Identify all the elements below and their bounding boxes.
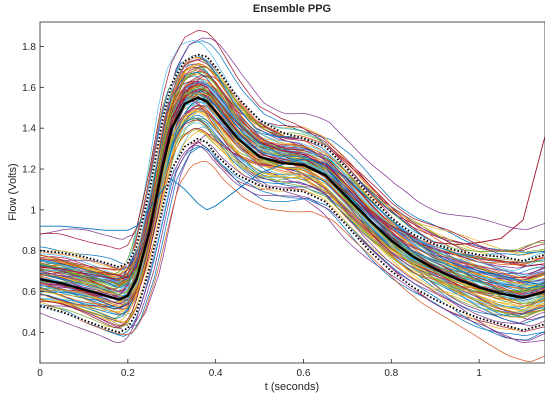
ppg-trace (40, 72, 545, 296)
y-axis-label: Flow (Volts) (7, 163, 19, 220)
x-tick-label: 0.4 (209, 368, 223, 379)
ppg-trace (40, 37, 545, 240)
y-tick-label: 0.8 (22, 246, 36, 257)
ppg-trace (40, 117, 545, 320)
ppg-trace (40, 117, 545, 329)
upper-dotted-band (40, 53, 545, 268)
ppg-trace (40, 92, 545, 304)
ppg-trace (40, 129, 545, 323)
chart-title: Ensemble PPG (253, 3, 331, 15)
ppg-trace (40, 71, 545, 293)
ppg-trace (40, 146, 545, 336)
ppg-trace (40, 85, 545, 293)
ppg-trace (40, 57, 545, 282)
outlier-trace (40, 158, 545, 286)
lower-dotted-band-halo (40, 137, 545, 334)
y-tick-label: 1.2 (22, 165, 36, 176)
y-tick-label: 0.4 (22, 328, 36, 339)
ppg-trace (40, 160, 545, 362)
ppg-trace (40, 101, 545, 324)
ppg-trace (40, 82, 545, 302)
y-tick-label: 0.6 (22, 287, 36, 298)
y-tick-label: 1.8 (22, 42, 36, 53)
ppg-trace (40, 55, 545, 283)
mean-curve (40, 96, 545, 301)
x-tick-label: 0.8 (384, 368, 398, 379)
x-tick-label: 0.6 (297, 368, 311, 379)
ppg-trace (40, 133, 545, 327)
outlier-trace (40, 82, 545, 280)
x-tick-label: 1 (476, 368, 482, 379)
y-tick-label: 1.4 (22, 124, 36, 135)
ppg-trace (40, 30, 545, 252)
ppg-trace (40, 92, 545, 280)
ppg-trace (40, 95, 545, 301)
plot-frame (39, 21, 545, 364)
summary-curves (40, 53, 545, 334)
x-axis-label: t (seconds) (265, 381, 319, 393)
ppg-trace (40, 145, 545, 341)
axes: 0 0.2 0.4 0.6 0.8 1 0.4 0.6 0.8 1 1.2 1.4 1.6 1.8 (22, 42, 482, 379)
ppg-trace (40, 75, 545, 278)
ppg-trace (40, 110, 545, 307)
ppg-trace (40, 119, 545, 314)
x-tick-label: 0 (37, 368, 43, 379)
y-tick-label: 1.6 (22, 83, 36, 94)
x-tick-label: 0.2 (121, 368, 135, 379)
y-tick-label: 1 (30, 205, 36, 216)
ppg-trace (40, 108, 545, 318)
ppg-trace (40, 117, 545, 324)
ppg-trace (40, 145, 545, 343)
